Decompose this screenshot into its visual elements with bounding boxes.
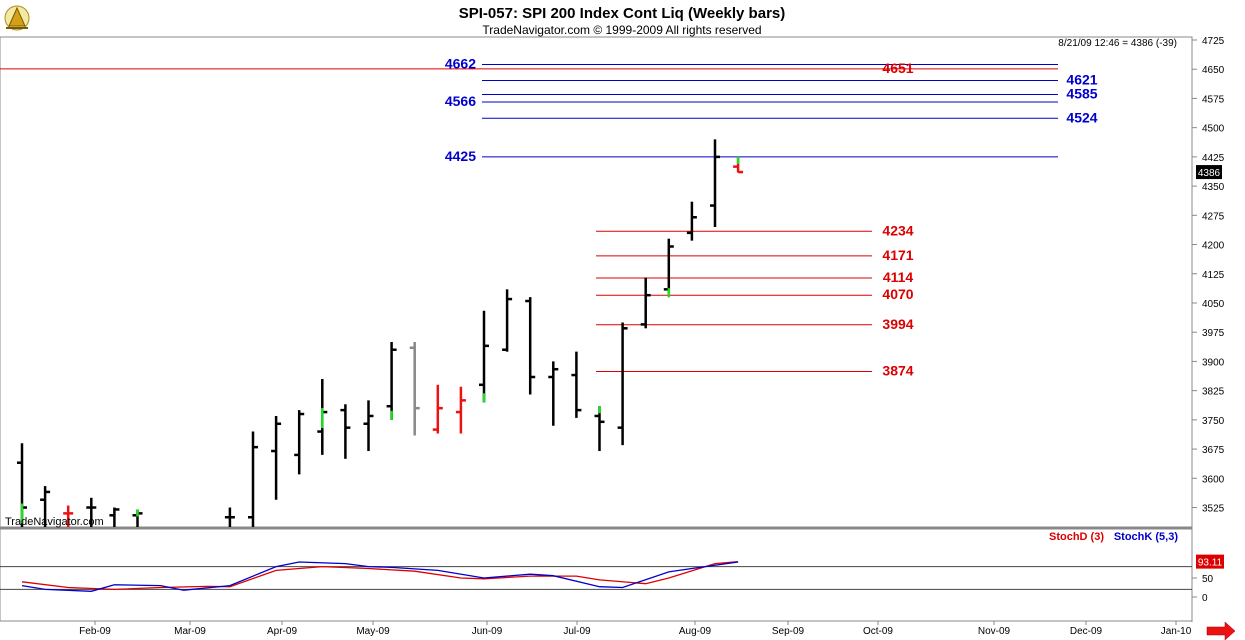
level-label-4070: 4070	[882, 286, 913, 302]
watermark: TradeNavigator.com	[5, 516, 104, 528]
date-x-axis: Feb-09 Mar-09 Apr-09 May-09 Jun-09 Jul-09 Aug-…	[79, 621, 1192, 637]
stoch-y-tick-label: 50	[1202, 574, 1214, 585]
quote-readout: 8/21/09 12:46 = 4386 (-39)	[1058, 38, 1177, 49]
y-tick-label: 4275	[1202, 211, 1225, 222]
last-price-badge: 4386	[1198, 168, 1221, 179]
x-tick-label: May-09	[356, 626, 390, 637]
level-label-3874: 3874	[882, 363, 913, 379]
level-label-4585: 4585	[1066, 86, 1097, 102]
y-tick-label: 4725	[1202, 36, 1225, 47]
legend-stochd: StochD (3)	[1049, 531, 1104, 543]
x-tick-label: Feb-09	[79, 626, 111, 637]
y-tick-label: 4125	[1202, 270, 1225, 281]
y-tick-label: 3525	[1202, 504, 1225, 515]
last-price-badge-bg	[1196, 165, 1222, 180]
x-tick-label: Oct-09	[863, 626, 893, 637]
x-tick-label: Jun-09	[472, 626, 503, 637]
level-label-4651: 4651	[882, 60, 913, 76]
x-tick-label: Jan-10	[1161, 626, 1192, 637]
y-tick-label: 4200	[1202, 241, 1225, 252]
price-bars	[17, 139, 744, 527]
level-label-4621: 4621	[1066, 72, 1097, 88]
y-tick-label: 4575	[1202, 94, 1225, 105]
y-tick-label: 3900	[1202, 357, 1225, 368]
level-label-4425: 4425	[445, 148, 476, 164]
stoch-series-line	[21, 561, 739, 591]
stoch-value-badge: 93.11	[1198, 558, 1223, 569]
chart-title: SPI-057: SPI 200 Index Cont Liq (Weekly …	[459, 5, 786, 22]
legend-stochk: StochK (5,3)	[1114, 531, 1179, 543]
x-tick-label: Nov-09	[978, 626, 1011, 637]
x-tick-label: Sep-09	[772, 626, 805, 637]
x-tick-label: Mar-09	[174, 626, 206, 637]
y-tick-label: 3675	[1202, 445, 1225, 456]
x-tick-label: Aug-09	[679, 626, 712, 637]
level-label-3994: 3994	[882, 316, 913, 332]
sextant-logo-icon[interactable]	[4, 5, 30, 31]
stoch-y-tick-label: 0	[1202, 593, 1208, 604]
copyright-text: TradeNavigator.com © 1999-2009 All right…	[482, 23, 761, 37]
level-label-4171: 4171	[882, 247, 913, 263]
level-label-4524: 4524	[1066, 109, 1097, 125]
level-label-4662: 4662	[445, 56, 476, 72]
y-tick-label: 4500	[1202, 124, 1225, 135]
x-tick-label: Dec-09	[1070, 626, 1103, 637]
level-label-4566: 4566	[445, 93, 476, 109]
price-y-axis: 4725 4650 4575 4500 4425 4350 4275 4200 4125 4050…	[1192, 36, 1225, 515]
y-tick-label: 4350	[1202, 182, 1225, 193]
y-tick-label: 4650	[1202, 65, 1225, 76]
y-tick-label: 4425	[1202, 153, 1225, 164]
level-label-4114: 4114	[883, 269, 914, 285]
stoch-series-line	[21, 561, 739, 592]
stoch-panel	[0, 528, 1193, 622]
y-tick-label: 3825	[1202, 387, 1225, 398]
x-tick-label: Apr-09	[267, 626, 297, 637]
y-tick-label: 4050	[1202, 299, 1225, 310]
level-label-4234: 4234	[882, 222, 913, 238]
price-panel	[0, 36, 1193, 528]
x-tick-label: Jul-09	[563, 626, 591, 637]
y-tick-label: 3600	[1202, 474, 1225, 485]
y-tick-label: 3975	[1202, 328, 1225, 339]
y-tick-label: 3750	[1202, 416, 1225, 427]
stoch-value-badge-bg	[1196, 554, 1224, 569]
stochastic-indicator: 50 0	[0, 561, 1214, 604]
right-arrow-icon[interactable]	[1206, 621, 1236, 640]
